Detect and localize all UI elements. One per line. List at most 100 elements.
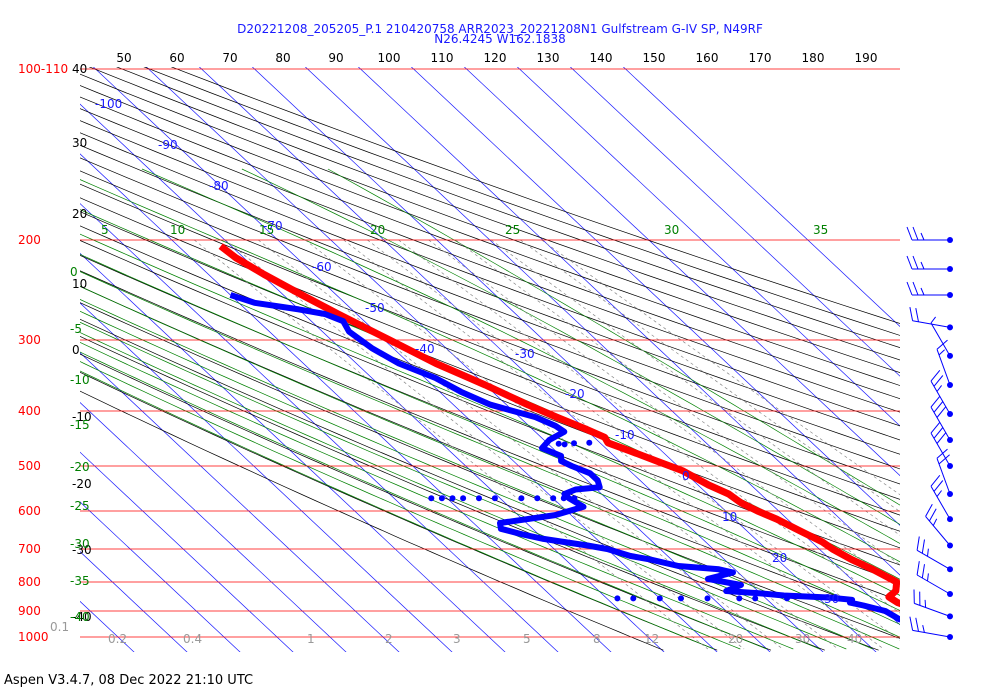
dewpoint-point: [491, 495, 498, 502]
wind-barb-flag: [906, 281, 913, 296]
wind-barb-staff: [925, 516, 951, 546]
wind-barb-half-flag: [936, 385, 942, 392]
pressure-label: 1000: [18, 630, 49, 644]
wind-barb: [930, 421, 953, 469]
dewpoint-point: [656, 595, 663, 602]
dewpoint-point: [561, 441, 568, 448]
wind-barb-flag: [936, 448, 948, 459]
wind-barb-flag: [930, 421, 941, 434]
dry-adiabat-line: [80, 390, 664, 651]
moist-adiabat-label: 15: [259, 223, 274, 237]
temperature-trace: [218, 243, 900, 608]
wind-barb-flag: [915, 308, 919, 322]
dry-adiabat-label: 10: [72, 277, 87, 291]
wind-barb-staff: [916, 549, 951, 570]
wind-barb-half-flag: [927, 573, 929, 582]
isotherm-line: [80, 302, 453, 652]
wind-barb-half-flag: [920, 232, 925, 241]
dewpoint-point: [752, 595, 759, 602]
dry-adiabat-line: [80, 371, 718, 651]
wind-barb-flag: [916, 536, 920, 551]
moist-adiabat-label: 25: [505, 223, 520, 237]
moist-adiabat-line: [80, 332, 820, 650]
isotherm-line: [80, 153, 612, 652]
wind-barb-flag: [933, 427, 944, 439]
dewpoint-point: [586, 439, 593, 446]
moist-adiabat-label: -25: [70, 499, 90, 513]
isotherm-label: -30: [515, 347, 535, 361]
dry-adiabat-line: [80, 318, 879, 651]
dry-adiabat-line: [80, 170, 900, 485]
isotherm-label: -70: [263, 219, 283, 233]
wind-barb: [925, 503, 953, 549]
wind-barb: [916, 536, 953, 573]
wind-barb: [930, 395, 953, 443]
mixing-ratio-label: 40: [847, 632, 862, 646]
dry-adiabat-label: -20: [72, 477, 92, 491]
wind-barb: [906, 255, 953, 272]
mixing-ratio-line: [490, 239, 900, 536]
wind-barb-half-flag: [922, 624, 925, 633]
mixing-ratio-line: [225, 239, 745, 650]
wind-barb-half-flag: [930, 316, 936, 324]
dewpoint-point: [534, 495, 541, 502]
mixing-ratio-label: 0.2: [108, 632, 127, 646]
top-axis-label: 110: [431, 51, 454, 65]
mixing-ratio-line: [194, 239, 709, 650]
footer-text: Aspen V3.4.7, 08 Dec 2022 21:10 UTC: [4, 673, 254, 688]
moist-adiabat-label: -5: [70, 322, 82, 336]
moist-adiabat-label: 20: [370, 223, 385, 237]
dry-adiabat-line: [143, 67, 900, 336]
pressure-label: 300: [18, 333, 41, 347]
wind-barb-flag: [912, 255, 919, 270]
dry-adiabat-line: [80, 132, 900, 441]
dry-adiabat-label: 0: [72, 343, 80, 357]
wind-barb-staff: [914, 602, 951, 617]
top-axis-label: 140: [590, 51, 613, 65]
dewpoint-point: [614, 595, 621, 602]
isotherm-label: -100: [95, 97, 122, 111]
isotherm-line: [92, 67, 718, 652]
isotherm-label: -20: [565, 387, 585, 401]
isotherm-label: 30: [824, 592, 839, 606]
isotherm-line: [80, 501, 241, 652]
wind-barb-half-flag: [924, 599, 927, 608]
mixing-ratio-label: 30: [795, 632, 810, 646]
isotherm-label: 0: [682, 469, 690, 483]
isotherm-label: -60: [312, 260, 332, 274]
dry-adiabat-label: 40: [72, 62, 87, 76]
pressure-label: 100-110: [18, 62, 68, 76]
moist-adiabat-label: -10: [70, 373, 90, 387]
dry-adiabat-label: 30: [72, 136, 87, 150]
dry-adiabat-line: [116, 67, 900, 349]
trace-layer: [218, 243, 900, 623]
dewpoint-point: [518, 495, 525, 502]
isotherm-line: [622, 67, 900, 327]
dewpoint-point: [449, 495, 456, 502]
top-axis-label: 60: [169, 51, 184, 65]
wind-barb-flag: [921, 564, 925, 579]
wind-barb-staff: [912, 629, 951, 638]
top-axis-label: 100: [378, 51, 401, 65]
dry-adiabat-line: [80, 270, 900, 601]
isotherm-line: [516, 67, 900, 427]
dewpoint-point: [428, 495, 435, 502]
wind-barb-flag: [909, 307, 914, 321]
top-axis-label: 170: [749, 51, 772, 65]
dry-adiabat-line: [80, 108, 900, 413]
mixing-ratio-label: 8: [593, 632, 601, 646]
isotherm-line: [410, 67, 900, 526]
wind-barb-flag: [930, 474, 941, 487]
moist-adiabat-label: 35: [813, 223, 828, 237]
wind-barb-flag: [930, 369, 941, 382]
moist-adiabat-label: -35: [70, 574, 90, 588]
dewpoint-point: [784, 595, 790, 602]
dry-adiabat-line: [170, 67, 900, 324]
mixing-ratio-label: 5: [523, 632, 531, 646]
top-axis-label: 150: [643, 51, 666, 65]
moist-adiabat-line: [80, 310, 873, 650]
wind-barb: [909, 307, 953, 331]
moist-adiabat-label: -30: [70, 537, 90, 551]
wind-barb-half-flag: [936, 490, 942, 497]
top-axis-label: 50: [116, 51, 131, 65]
